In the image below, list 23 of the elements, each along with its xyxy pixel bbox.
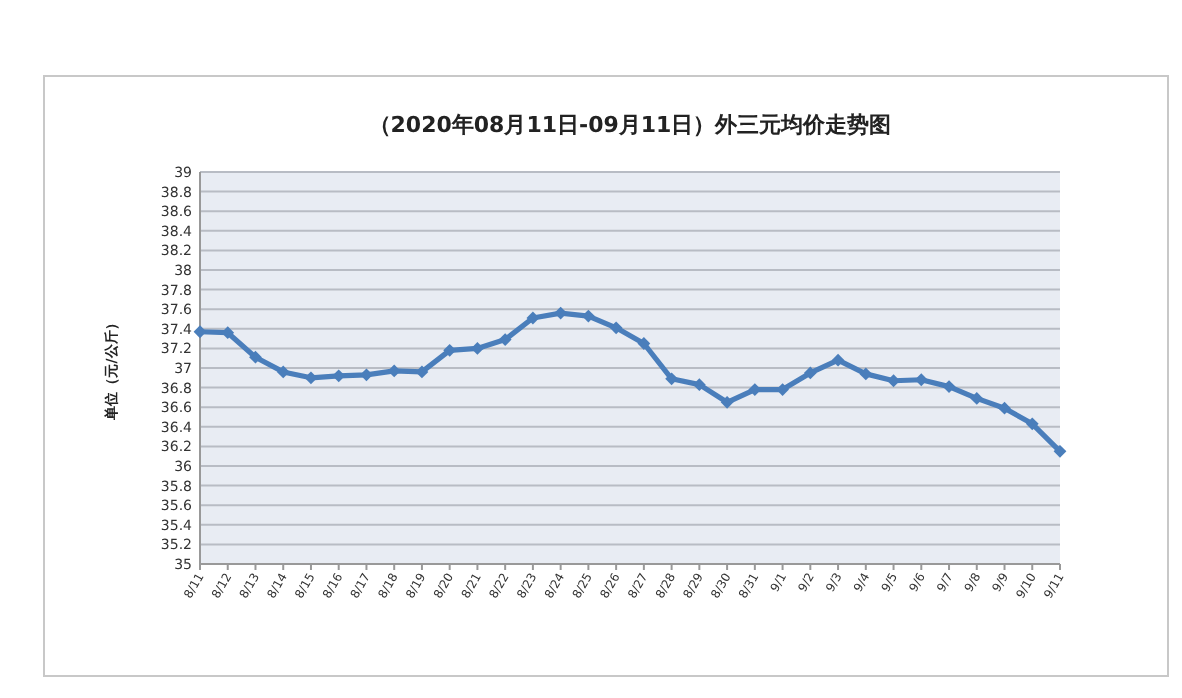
point <box>498 333 512 346</box>
point <box>360 368 373 382</box>
point <box>887 374 900 388</box>
point <box>276 365 290 379</box>
point <box>803 366 817 380</box>
point <box>1053 444 1067 458</box>
point <box>692 378 706 392</box>
point <box>1025 417 1039 431</box>
point <box>942 380 956 394</box>
point <box>221 326 235 340</box>
chart-title: （2020年08月11日-09月11日）外三元均价走势图 <box>368 112 892 138</box>
point <box>859 367 873 381</box>
point <box>193 325 207 339</box>
point <box>831 353 845 367</box>
point <box>720 395 734 409</box>
point <box>609 321 623 335</box>
point <box>665 372 679 386</box>
point <box>249 350 262 364</box>
point <box>998 401 1011 415</box>
point <box>970 391 984 405</box>
point <box>415 365 429 379</box>
point <box>637 337 651 350</box>
point <box>526 311 540 325</box>
